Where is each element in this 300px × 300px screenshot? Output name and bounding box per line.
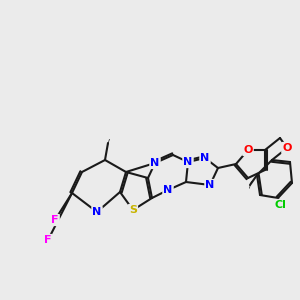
Text: N: N	[206, 180, 214, 190]
Text: F: F	[51, 215, 59, 225]
Text: F: F	[44, 235, 52, 245]
Text: N: N	[183, 157, 193, 167]
Text: /: /	[106, 139, 110, 148]
Text: Cl: Cl	[274, 200, 286, 210]
Text: O: O	[282, 143, 292, 153]
Text: N: N	[164, 185, 172, 195]
Text: S: S	[129, 205, 137, 215]
Text: N: N	[92, 207, 102, 217]
Text: N: N	[200, 153, 210, 163]
Text: N: N	[150, 158, 160, 168]
Text: /: /	[249, 181, 251, 190]
Text: O: O	[243, 145, 253, 155]
